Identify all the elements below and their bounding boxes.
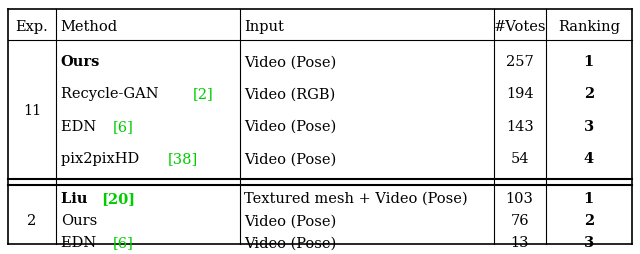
Text: 143: 143: [506, 120, 534, 134]
Text: Ours: Ours: [61, 214, 97, 229]
Text: pix2pixHD: pix2pixHD: [61, 152, 143, 166]
Text: Recycle-GAN: Recycle-GAN: [61, 87, 163, 102]
Text: EDN: EDN: [61, 120, 100, 134]
Text: 11: 11: [23, 104, 41, 118]
Text: Video (RGB): Video (RGB): [244, 87, 336, 102]
Text: Video (Pose): Video (Pose): [244, 55, 337, 69]
Text: 4: 4: [584, 152, 594, 166]
Text: 13: 13: [511, 236, 529, 250]
Text: Textured mesh + Video (Pose): Textured mesh + Video (Pose): [244, 192, 468, 206]
Text: [6]: [6]: [112, 120, 133, 134]
Text: EDN: EDN: [61, 236, 100, 250]
Text: [2]: [2]: [193, 87, 214, 102]
Text: 1: 1: [584, 55, 594, 69]
Text: Ours: Ours: [61, 55, 100, 69]
Text: 1: 1: [584, 192, 594, 206]
Text: Ranking: Ranking: [558, 20, 620, 34]
Text: Method: Method: [61, 20, 118, 34]
Text: Liu: Liu: [61, 192, 92, 206]
Text: 54: 54: [511, 152, 529, 166]
Text: 76: 76: [510, 214, 529, 229]
Text: Video (Pose): Video (Pose): [244, 236, 337, 250]
Text: Input: Input: [244, 20, 284, 34]
Text: 3: 3: [584, 120, 594, 134]
Text: [20]: [20]: [102, 192, 136, 206]
Text: 194: 194: [506, 87, 534, 102]
Text: #Votes: #Votes: [493, 20, 546, 34]
Text: 103: 103: [506, 192, 534, 206]
Text: [38]: [38]: [168, 152, 198, 166]
Text: 2: 2: [28, 214, 36, 228]
Text: 257: 257: [506, 55, 534, 69]
Text: 2: 2: [584, 87, 594, 102]
Text: Video (Pose): Video (Pose): [244, 214, 337, 229]
Text: 3: 3: [584, 236, 594, 250]
Text: Video (Pose): Video (Pose): [244, 120, 337, 134]
Text: [6]: [6]: [112, 236, 133, 250]
Text: 2: 2: [584, 214, 594, 229]
Text: Exp.: Exp.: [15, 20, 49, 34]
Text: Video (Pose): Video (Pose): [244, 152, 337, 166]
